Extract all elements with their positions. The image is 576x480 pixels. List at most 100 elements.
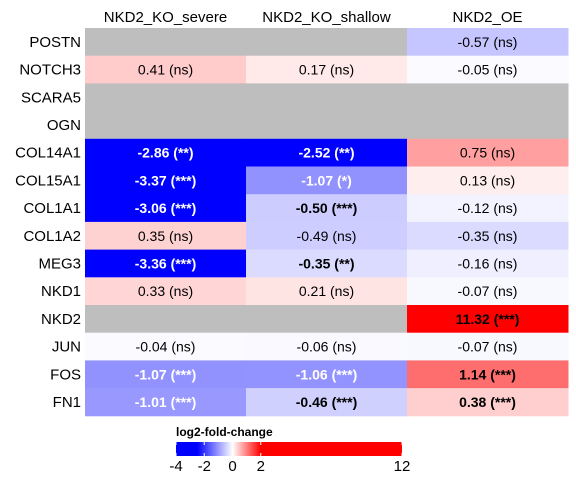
cell-value-label: 0.41 (ns) xyxy=(138,62,193,78)
row-label: FN1 xyxy=(53,394,81,411)
heatmap-cell xyxy=(85,111,247,140)
legend-tick-label: -4 xyxy=(169,458,182,475)
heatmap-cell xyxy=(85,83,247,112)
cell-value-label: -0.12 (ns) xyxy=(458,200,518,216)
cell-value-label: 0.35 (ns) xyxy=(138,228,193,244)
cell-value-label: -1.07 (*) xyxy=(301,172,352,188)
cell-value-label: 11.32 (***) xyxy=(456,311,520,327)
heatmap-cell xyxy=(85,55,247,84)
row-label: COL1A2 xyxy=(23,228,81,245)
cell-value-label: -0.16 (ns) xyxy=(458,255,518,271)
cell-value-label: -0.35 (ns) xyxy=(458,228,518,244)
heatmap-cell xyxy=(85,277,247,306)
cell-value-label: -3.36 (***) xyxy=(135,255,196,271)
column-label: NKD2_KO_severe xyxy=(104,9,227,26)
legend-tick-label: -2 xyxy=(198,458,211,475)
heatmap-cell xyxy=(407,249,569,278)
cell-value-label: -0.35 (**) xyxy=(298,255,354,271)
row-label: SCARA5 xyxy=(21,89,81,106)
row-label: MEG3 xyxy=(38,255,81,272)
row-labels: POSTN NOTCH3 SCARA5 OGN COL14A1 COL15A1 COL1A1… xyxy=(15,34,81,411)
heatmap-cell xyxy=(246,277,408,306)
cell-value-label: -0.07 (ns) xyxy=(458,283,518,299)
heatmap-cell xyxy=(85,388,247,417)
row-label: NKD2 xyxy=(41,311,81,328)
cell-value-label: -3.06 (***) xyxy=(135,200,196,216)
heatmap-cell xyxy=(407,83,569,112)
cell-value-label: 0.38 (***) xyxy=(459,394,516,410)
heatmap-cell xyxy=(407,166,569,195)
heatmap-cell xyxy=(85,249,247,278)
cell-value-label: 0.21 (ns) xyxy=(299,283,354,299)
heatmap-cell xyxy=(246,305,408,334)
heatmap-cell xyxy=(407,221,569,251)
heatmap-cell xyxy=(246,221,408,251)
cell-value-label: 1.14 (***) xyxy=(459,366,516,382)
cell-value-label: 0.75 (ns) xyxy=(460,145,515,161)
heatmap-cell-labels: -0.57 (ns) 0.41 (ns) 0.17 (ns) -0.05 (ns) -2… xyxy=(135,34,520,410)
row-label: NOTCH3 xyxy=(19,62,81,79)
heatmap-cell xyxy=(407,360,569,389)
column-label: NKD2_OE xyxy=(452,9,522,26)
heatmap-cell xyxy=(85,138,247,167)
cell-value-label: -2.52 (**) xyxy=(298,145,354,161)
cell-value-label: -0.07 (ns) xyxy=(458,339,518,355)
legend-title: log2-fold-change xyxy=(176,425,273,439)
row-label: COL1A1 xyxy=(23,200,81,217)
cell-value-label: -0.50 (***) xyxy=(296,200,357,216)
heatmap-cell xyxy=(246,138,408,167)
heatmap-cell xyxy=(246,28,408,57)
heatmap-cell xyxy=(407,111,569,140)
heatmap-cell xyxy=(407,138,569,167)
heatmap-cell xyxy=(85,360,247,389)
row-label: FOS xyxy=(50,366,81,383)
heatmap-cell xyxy=(407,277,569,306)
cell-value-label: 0.17 (ns) xyxy=(299,62,354,78)
heatmap-cell xyxy=(407,28,569,57)
heatmap-cell xyxy=(85,332,247,361)
heatmap-cell xyxy=(85,166,247,195)
heatmap-cell xyxy=(407,55,569,84)
heatmap-cell xyxy=(85,305,247,334)
heatmap-cell xyxy=(246,332,408,361)
row-label: OGN xyxy=(47,117,81,134)
row-label: COL15A1 xyxy=(15,172,81,189)
heatmap-cells xyxy=(85,28,569,417)
heatmap-cell xyxy=(407,388,569,417)
cell-value-label: -0.46 (***) xyxy=(296,394,357,410)
heatmap-cell xyxy=(407,332,569,361)
cell-value-label: -0.49 (ns) xyxy=(297,228,357,244)
column-label: NKD2_KO_shallow xyxy=(262,9,391,26)
cell-value-label: 0.33 (ns) xyxy=(138,283,193,299)
row-label: COL14A1 xyxy=(15,145,81,162)
legend-ticks: -4 -2 0 2 12 xyxy=(169,442,410,475)
heatmap-cell xyxy=(246,55,408,84)
heatmap-cell xyxy=(407,194,569,223)
cell-value-label: 0.13 (ns) xyxy=(460,172,515,188)
heatmap-cell xyxy=(85,28,247,57)
row-label: NKD1 xyxy=(41,283,81,300)
heatmap-cell xyxy=(246,166,408,195)
legend-tick-label: 0 xyxy=(228,458,236,475)
cell-value-label: -1.01 (***) xyxy=(135,394,196,410)
legend-color-bar xyxy=(176,442,402,456)
cell-value-label: -1.06 (***) xyxy=(296,366,357,382)
heatmap-cell xyxy=(85,221,247,251)
heatmap-cell xyxy=(246,194,408,223)
row-label: JUN xyxy=(52,339,81,356)
column-labels: NKD2_KO_severe NKD2_KO_shallow NKD2_OE xyxy=(104,9,523,26)
color-legend: log2-fold-change -4 -2 0 2 12 xyxy=(169,425,410,475)
cell-value-label: -0.57 (ns) xyxy=(458,34,518,50)
heatmap-cell xyxy=(246,111,408,140)
heatmap-cell xyxy=(407,305,569,334)
cell-value-label: -3.37 (***) xyxy=(135,172,196,188)
heatmap-cell xyxy=(85,194,247,223)
cell-value-label: -0.04 (ns) xyxy=(136,339,196,355)
heatmap-cell xyxy=(246,388,408,417)
heatmap-cell xyxy=(246,360,408,389)
cell-value-label: -0.06 (ns) xyxy=(297,339,357,355)
cell-value-label: -1.07 (***) xyxy=(135,366,196,382)
legend-tick-label: 2 xyxy=(257,458,265,475)
heatmap-cell xyxy=(246,83,408,112)
